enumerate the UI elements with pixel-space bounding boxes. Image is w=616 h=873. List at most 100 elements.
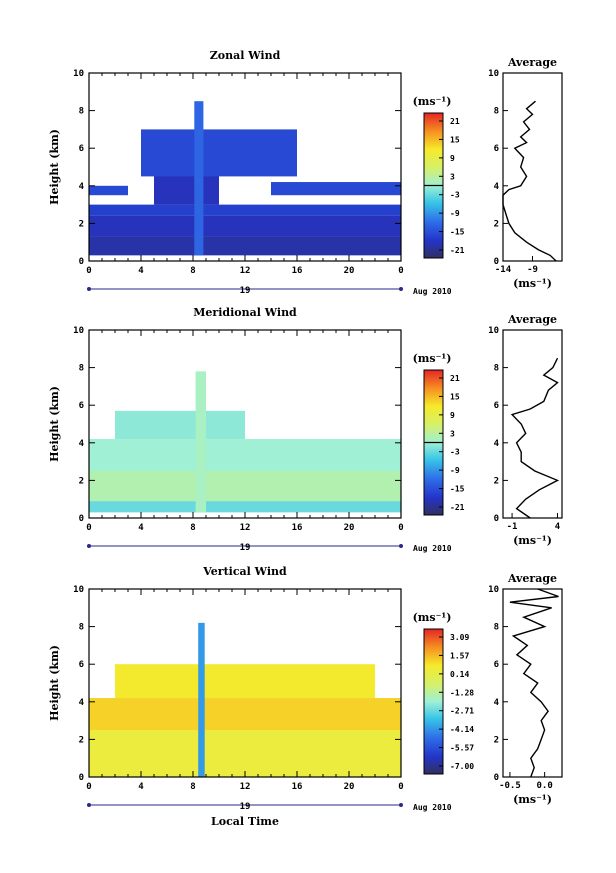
month-label: Aug 2010 <box>413 544 452 553</box>
data-layers <box>89 622 401 777</box>
average-x-label: (ms⁻¹) <box>513 534 552 547</box>
x-tick-label: 8 <box>190 523 195 533</box>
x-tick-label: 20 <box>344 782 355 792</box>
average-y-tick-label: 2 <box>494 219 499 229</box>
y-tick-label: 6 <box>79 401 84 411</box>
colorbar-tick-label: -15 <box>450 228 465 237</box>
date-bar-start <box>87 803 91 807</box>
colorbar-tick-label: 21 <box>450 374 460 383</box>
y-tick-label: 10 <box>73 585 84 595</box>
x-tick-label: 16 <box>292 523 303 533</box>
average-y-tick-label: 8 <box>494 623 499 633</box>
data-layer-3 <box>198 622 205 777</box>
average-y-tick-label: 2 <box>494 476 499 486</box>
x-tick-label: 8 <box>190 782 195 792</box>
y-tick-label: 2 <box>79 219 84 229</box>
average-y-tick-label: 6 <box>494 401 499 411</box>
average-y-tick-label: 0 <box>494 773 499 783</box>
colorbar-tick-label: 3 <box>450 172 455 181</box>
average-frame <box>502 588 563 778</box>
y-tick-label: 8 <box>79 364 84 374</box>
y-tick-label: 2 <box>79 735 84 745</box>
average-x-label: (ms⁻¹) <box>513 277 552 290</box>
average-x-tick-label: -14 <box>495 265 512 275</box>
average-frame <box>502 72 563 262</box>
y-tick-label: 0 <box>79 514 84 524</box>
y-axis-label: Height (km) <box>48 645 61 721</box>
colorbar-tick-label: 21 <box>450 117 460 126</box>
y-tick-label: 6 <box>79 144 84 154</box>
data-layer-1 <box>89 471 401 502</box>
average-x-tick-label: 0.0 <box>537 781 553 791</box>
colorbar-tick-label: -3 <box>450 191 460 200</box>
colorbar-tick-label: -15 <box>450 485 465 494</box>
data-layer-0 <box>89 236 401 256</box>
date-label: 19 <box>240 286 251 296</box>
average-frame <box>502 329 563 519</box>
x-tick-label: 8 <box>190 266 195 276</box>
average-y-tick-label: 6 <box>494 144 499 154</box>
data-layers <box>89 371 401 513</box>
data-layer-1 <box>89 215 401 237</box>
data-layer-2 <box>89 439 401 471</box>
x-axis-label: Local Time <box>211 815 279 828</box>
average-y-tick-label: 10 <box>488 326 499 336</box>
data-layer-0 <box>89 501 401 513</box>
average-y-tick-label: 0 <box>494 514 499 524</box>
colorbar-tick-label: 15 <box>450 392 460 401</box>
y-tick-label: 2 <box>79 476 84 486</box>
x-tick-label: 4 <box>138 523 144 533</box>
average-title: Average <box>507 313 557 326</box>
colorbar-unit: (ms⁻¹) <box>413 611 452 624</box>
colorbar-tick-label: -3 <box>450 448 460 457</box>
average-x-label: (ms⁻¹) <box>513 793 552 806</box>
y-tick-label: 4 <box>79 698 85 708</box>
x-tick-label: 0 <box>398 523 403 533</box>
average-x-tick-label: -1 <box>507 522 518 532</box>
colorbar-tick-label: -9 <box>450 209 460 218</box>
data-layer-3 <box>115 410 245 440</box>
average-y-tick-label: 10 <box>488 69 499 79</box>
x-tick-label: 12 <box>240 782 251 792</box>
colorbar-tick-label: -9 <box>450 466 460 475</box>
average-y-tick-label: 8 <box>494 364 499 374</box>
colorbar-tick-label: 1.57 <box>450 651 469 660</box>
colorbar-tick-label: 9 <box>450 154 455 163</box>
average-y-tick-label: 6 <box>494 660 499 670</box>
date-bar-end <box>399 803 403 807</box>
average-profile-line <box>509 588 559 778</box>
colorbar-tick-label: 3.09 <box>450 633 469 642</box>
x-tick-label: 0 <box>86 782 91 792</box>
y-axis-label: Height (km) <box>48 386 61 462</box>
panel-title: Meridional Wind <box>193 306 297 319</box>
y-tick-label: 8 <box>79 623 84 633</box>
colorbar-tick-label: -21 <box>450 503 465 512</box>
colorbar-tick-label: -2.71 <box>450 707 474 716</box>
panel-title: Zonal Wind <box>210 49 281 62</box>
average-y-tick-label: 4 <box>494 698 500 708</box>
data-layer-1 <box>89 698 401 730</box>
x-tick-label: 4 <box>138 782 144 792</box>
y-tick-label: 10 <box>73 326 84 336</box>
data-layer-5 <box>141 129 297 177</box>
x-tick-label: 12 <box>240 266 251 276</box>
average-y-tick-label: 10 <box>488 585 499 595</box>
x-tick-label: 16 <box>292 782 303 792</box>
data-layer-3 <box>89 185 128 196</box>
y-tick-label: 10 <box>73 69 84 79</box>
average-y-tick-label: 4 <box>494 182 500 192</box>
data-layer-2 <box>89 204 401 216</box>
x-tick-label: 0 <box>398 266 403 276</box>
colorbar-tick-label: 3 <box>450 429 455 438</box>
colorbar-tick-label: -5.57 <box>450 744 474 753</box>
average-y-tick-label: 8 <box>494 107 499 117</box>
average-profile-line <box>502 100 557 262</box>
date-bar-start <box>87 287 91 291</box>
data-layer-2 <box>115 664 375 699</box>
date-bar-end <box>399 544 403 548</box>
y-tick-label: 0 <box>79 257 84 267</box>
data-layer-6 <box>194 101 204 256</box>
